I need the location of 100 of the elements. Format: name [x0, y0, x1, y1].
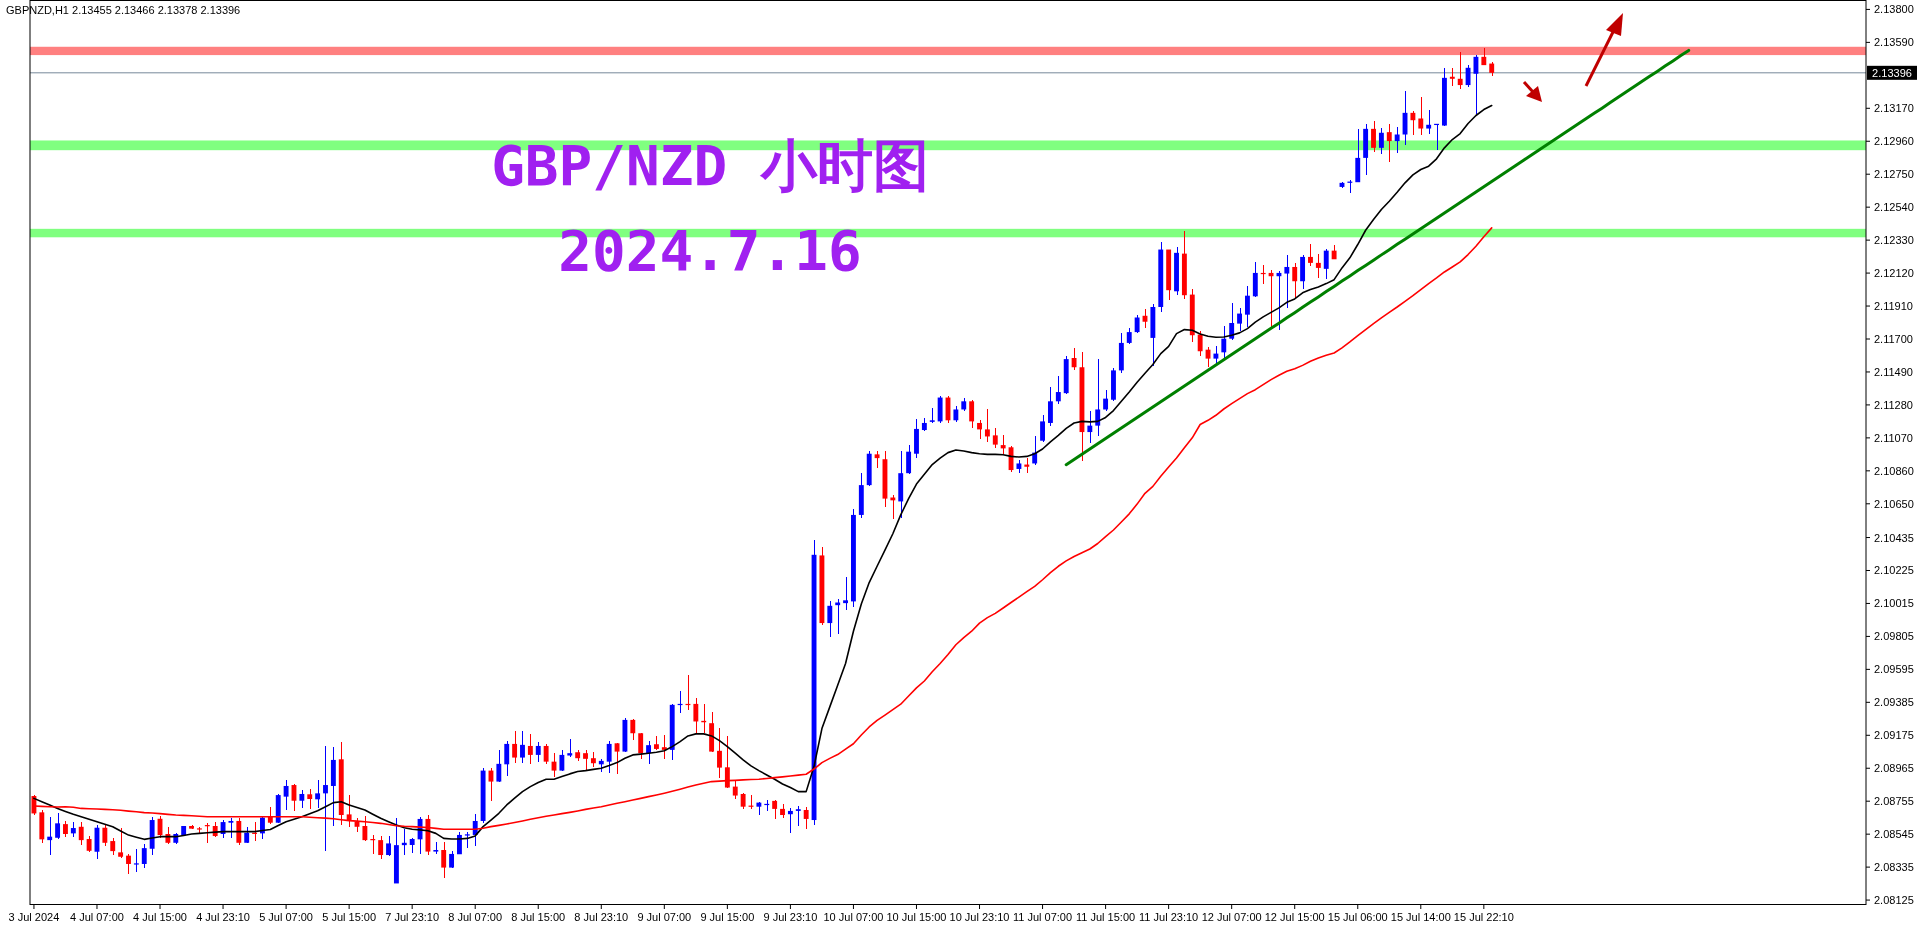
x-tick-label: 15 Jul 14:00 — [1390, 911, 1451, 923]
candlestick — [1197, 330, 1203, 358]
candlestick — [1237, 307, 1242, 333]
candlestick — [1308, 243, 1313, 267]
candlestick — [1465, 64, 1471, 88]
candlestick — [315, 779, 321, 810]
y-tick-label: 2.10225 — [1874, 564, 1914, 577]
x-tick-label: 12 Jul 15:00 — [1264, 911, 1325, 923]
candlestick — [559, 749, 565, 772]
x-tick-label: 11 Jul 07:00 — [1013, 911, 1073, 923]
candlestick — [1371, 120, 1376, 153]
candlestick — [118, 826, 124, 859]
y-tick-label: 2.09805 — [1874, 630, 1914, 643]
x-tick-label: 10 Jul 23:10 — [949, 911, 1010, 923]
x-tick-label: 10 Jul 07:00 — [823, 911, 884, 923]
candlestick — [527, 733, 533, 766]
x-tick-label: 8 Jul 15:00 — [511, 911, 566, 923]
candlestick — [1386, 123, 1392, 163]
candlestick — [787, 807, 793, 834]
y-tick-label: 2.11280 — [1874, 398, 1913, 411]
candlestick — [1268, 268, 1274, 329]
candlestick — [141, 843, 147, 870]
x-tick-label: 9 Jul 07:00 — [637, 911, 692, 923]
candlestick — [1213, 344, 1219, 365]
candlestick — [1229, 302, 1235, 342]
candlestick — [1055, 375, 1061, 405]
candlestick — [1071, 347, 1077, 371]
candlestick — [1284, 253, 1290, 309]
y-tick-label: 2.10015 — [1874, 597, 1914, 610]
candlestick — [323, 745, 328, 852]
y-tick-label: 2.10860 — [1874, 464, 1914, 477]
candlestick — [441, 840, 447, 879]
y-tick-label: 2.13170 — [1874, 102, 1914, 115]
annotation: GBPNZD,H1 2.13455 2.13466 2.13378 2.13396 — [6, 4, 241, 16]
candlestick — [1457, 51, 1463, 90]
candlestick — [512, 730, 518, 764]
candlestick — [1047, 385, 1053, 427]
x-tick-label: 9 Jul 15:00 — [700, 911, 755, 923]
candlestick — [969, 399, 975, 430]
y-tick-label: 2.11070 — [1874, 431, 1913, 444]
y-tick-label: 2.13800 — [1874, 3, 1914, 16]
x-tick-label: 15 Jul 22:10 — [1453, 911, 1514, 923]
candlestick — [827, 600, 833, 638]
candlestick — [1426, 109, 1432, 135]
y-tick-label: 2.09595 — [1874, 663, 1914, 676]
candlestick — [984, 408, 990, 443]
y-tick-label: 2.13590 — [1874, 36, 1914, 49]
candlestick — [843, 576, 849, 611]
y-tick-label: 2.12540 — [1874, 201, 1914, 214]
candlestick — [133, 848, 139, 874]
candlestick — [1394, 126, 1400, 155]
x-tick-label: 9 Jul 23:10 — [763, 911, 818, 923]
candlestick — [772, 799, 778, 820]
candlestick — [937, 395, 943, 424]
candlestick — [1244, 284, 1250, 328]
y-tick-label: 2.08335 — [1874, 861, 1914, 874]
candlestick — [906, 444, 912, 476]
y-tick-label: 2.12330 — [1874, 234, 1914, 247]
y-tick-label: 2.11910 — [1874, 300, 1913, 313]
candlestick — [543, 743, 549, 766]
candlestick — [646, 740, 652, 765]
y-tick-label: 2.09385 — [1874, 696, 1914, 709]
candlestick — [102, 824, 108, 847]
candlestick — [386, 835, 391, 857]
y-tick-label: 2.12960 — [1874, 135, 1914, 148]
y-tick-label: 2.12120 — [1874, 267, 1914, 280]
candlestick — [1252, 261, 1258, 298]
candlestick — [1315, 252, 1321, 279]
y-tick-label: 2.10435 — [1874, 531, 1914, 544]
x-tick-label: 4 Jul 15:00 — [133, 911, 187, 923]
y-tick-label: 2.12750 — [1874, 168, 1914, 181]
x-tick-label: 7 Jul 23:10 — [385, 911, 440, 923]
y-tick-label: 2.11490 — [1874, 365, 1913, 378]
candlestick — [78, 821, 84, 846]
y-tick-label: 2.11700 — [1874, 333, 1913, 345]
x-tick-label: 5 Jul 07:00 — [259, 911, 314, 923]
candlestick — [1095, 358, 1101, 438]
candlestick — [795, 805, 801, 827]
candlestick — [977, 419, 982, 440]
candlestick — [606, 739, 612, 774]
candlestick — [228, 816, 234, 839]
x-tick-label: 11 Jul 15:00 — [1076, 911, 1136, 923]
x-tick-label: 8 Jul 23:10 — [574, 911, 629, 923]
x-tick-label: 12 Jul 07:00 — [1201, 911, 1262, 923]
x-tick-label: 4 Jul 07:00 — [70, 911, 124, 923]
candlestick — [1040, 414, 1046, 443]
y-tick-label: 2.08545 — [1874, 828, 1914, 841]
line-series — [1064, 48, 1691, 467]
x-tick-label: 5 Jul 15:00 — [322, 911, 377, 923]
candlestick — [1410, 110, 1416, 137]
candlestick — [583, 749, 588, 771]
text: 2024.7.16 — [558, 218, 862, 283]
candlestick — [378, 835, 384, 860]
text: GBP/NZD 小时图 — [491, 133, 929, 198]
candlestick — [1292, 262, 1298, 300]
candlestick — [1378, 127, 1384, 156]
y-tick-label: 2.08125 — [1874, 894, 1914, 907]
y-tick-label: 2.08965 — [1874, 762, 1914, 775]
candlestick — [346, 794, 352, 828]
x-tick-label: 10 Jul 15:00 — [886, 911, 947, 923]
